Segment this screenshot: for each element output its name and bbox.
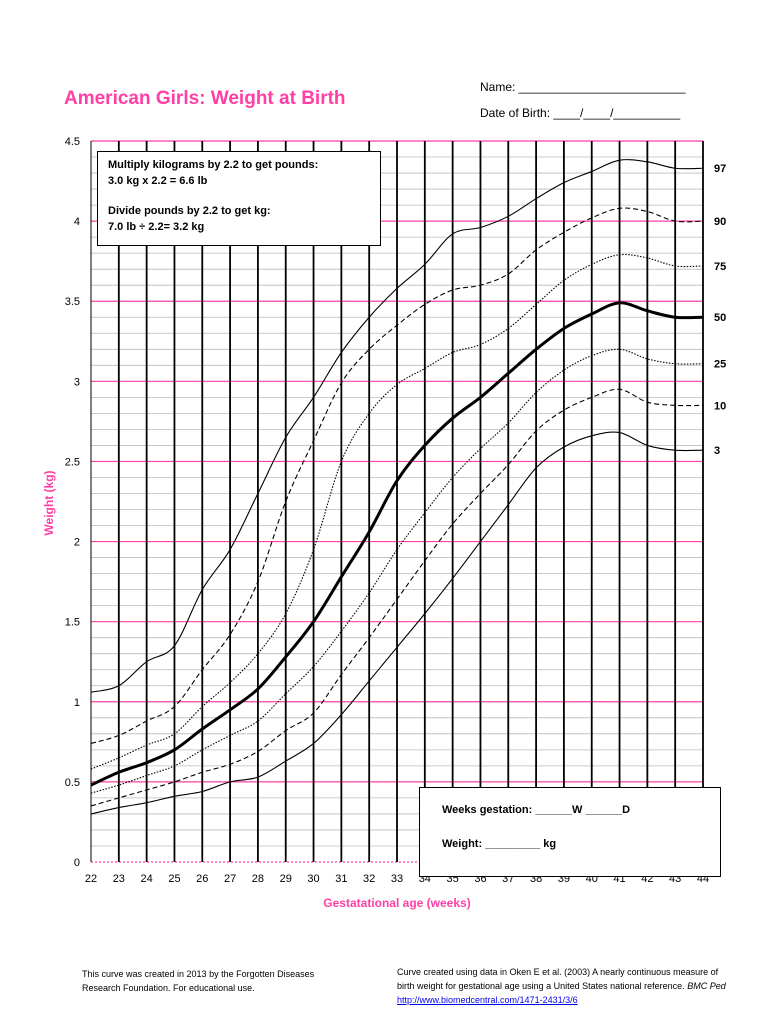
- x-tick-label: 28: [252, 873, 264, 885]
- x-tick-label: 32: [363, 873, 375, 885]
- y-axis-label: Weight (kg): [42, 470, 56, 536]
- x-tick-label: 24: [141, 873, 153, 885]
- y-tick-label: 1: [74, 697, 80, 709]
- footer-credit-line-1: This curve was created in 2013 by the Fo…: [82, 969, 315, 979]
- y-tick-label: 0: [74, 857, 80, 869]
- name-field-label: Name: _________________________: [480, 80, 686, 94]
- conversion-line-2: 3.0 kg x 2.2 = 6.6 lb: [108, 175, 208, 187]
- percentile-curve-90: [90, 207, 704, 744]
- percentile-curve-25: [90, 348, 704, 794]
- x-tick-label: 29: [280, 873, 292, 885]
- weight-entry-label: Weight: _________ kg: [442, 838, 557, 850]
- footer-credit: This curve was created in 2013 by the Fo…: [82, 967, 314, 995]
- conversion-line-3: Divide pounds by 2.2 to get kg:: [108, 205, 271, 217]
- page-title: American Girls: Weight at Birth: [64, 88, 346, 109]
- percentile-label-90: 90: [714, 216, 726, 228]
- y-tick-label: 1.5: [65, 617, 80, 629]
- citation-line-1: Curve created using data in Oken E et al…: [397, 967, 719, 977]
- citation-line-2: birth weight for gestational age using a…: [397, 981, 685, 991]
- percentile-label-97: 97: [714, 163, 726, 175]
- conversion-line-4: 7.0 lb ÷ 2.2= 3.2 kg: [108, 221, 205, 233]
- percentile-label-25: 25: [714, 359, 726, 371]
- x-tick-label: 22: [85, 873, 97, 885]
- x-tick-label: 31: [335, 873, 347, 885]
- date-of-birth-field-label: Date of Birth: ____/____/__________: [480, 106, 681, 120]
- x-axis-label: Gestatational age (weeks): [323, 896, 471, 910]
- y-tick-label: 0.5: [65, 777, 80, 789]
- y-tick-label: 4.5: [65, 136, 80, 148]
- y-tick-label: 4: [74, 216, 80, 228]
- percentile-label-3: 3: [714, 445, 720, 457]
- percentile-curve-97: [90, 159, 704, 693]
- y-tick-label: 2: [74, 537, 80, 549]
- percentile-label-75: 75: [714, 261, 726, 273]
- x-tick-label: 26: [196, 873, 208, 885]
- x-tick-label: 33: [391, 873, 403, 885]
- percentile-curve-3: [90, 431, 704, 815]
- footer-citation: Curve created using data in Oken E et al…: [397, 965, 726, 1007]
- x-tick-label: 25: [168, 873, 180, 885]
- footer-credit-line-2: Research Foundation. For educational use…: [82, 983, 255, 993]
- y-tick-label: 2.5: [65, 456, 80, 468]
- conversion-info-box: Multiply kilograms by 2.2 to get pounds:…: [97, 151, 381, 246]
- y-tick-label: 3.5: [65, 296, 80, 308]
- percentile-curve-75: [90, 253, 704, 770]
- x-tick-label: 30: [307, 873, 319, 885]
- percentile-curve-50: [90, 301, 704, 787]
- x-tick-label: 27: [224, 873, 236, 885]
- citation-link[interactable]: http://www.biomedcentral.com/1471-2431/3…: [397, 995, 578, 1005]
- weeks-gestation-label: Weeks gestation: ______W ______D: [442, 804, 631, 816]
- percentile-label-50: 50: [714, 312, 726, 324]
- x-tick-label: 23: [113, 873, 125, 885]
- y-tick-label: 3: [74, 376, 80, 388]
- percentile-curve-10: [90, 388, 704, 807]
- conversion-line-1: Multiply kilograms by 2.2 to get pounds:: [108, 159, 319, 171]
- measurement-entry-box: Weeks gestation: ______W ______D Weight:…: [419, 787, 721, 877]
- citation-journal: BMC Ped: [687, 981, 726, 991]
- percentile-label-10: 10: [714, 400, 726, 412]
